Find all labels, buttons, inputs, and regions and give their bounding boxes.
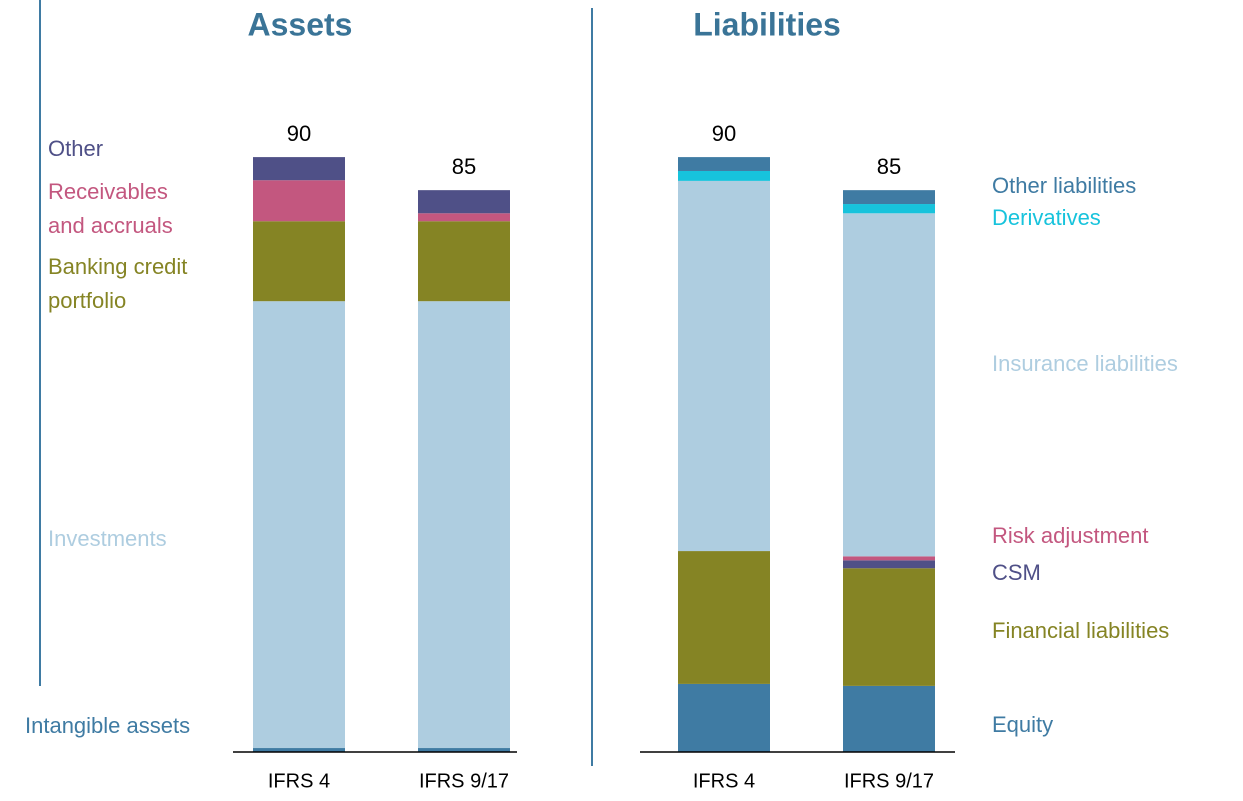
legend-label-line: and accruals bbox=[48, 213, 173, 238]
bar-segment bbox=[418, 213, 510, 222]
legend-label: Equity bbox=[992, 712, 1053, 737]
bar-segment bbox=[843, 204, 935, 214]
bar-segment bbox=[418, 301, 510, 749]
chart-title: Liabilities bbox=[693, 6, 841, 42]
bar-segment bbox=[843, 190, 935, 205]
legend-label: Investments bbox=[48, 526, 167, 551]
legend-label-line: portfolio bbox=[48, 288, 126, 313]
chart-title: Assets bbox=[248, 6, 353, 42]
x-tick-label: IFRS 4 bbox=[268, 770, 330, 792]
total-label: 85 bbox=[877, 154, 901, 179]
x-tick-label: IFRS 9/17 bbox=[844, 770, 934, 792]
bar-segment bbox=[843, 556, 935, 561]
x-tick-label: IFRS 9/17 bbox=[419, 770, 509, 792]
legend-label: Other bbox=[48, 136, 103, 161]
bar-segment bbox=[253, 301, 345, 749]
bar-segment bbox=[253, 221, 345, 302]
total-label: 90 bbox=[287, 121, 311, 146]
bar-segment bbox=[843, 685, 935, 752]
bar-segment bbox=[678, 683, 770, 752]
legend-label: CSM bbox=[992, 560, 1041, 585]
bar-segment bbox=[678, 180, 770, 552]
bar-segment bbox=[843, 213, 935, 557]
legend-label: Derivatives bbox=[992, 205, 1101, 230]
legend-label: Receivables and accruals bbox=[48, 179, 173, 238]
bar-segment bbox=[678, 157, 770, 171]
legend-label-line: Receivables bbox=[48, 179, 168, 204]
bar-segment bbox=[418, 190, 510, 214]
legend-label-line: Banking credit bbox=[48, 254, 187, 279]
bar-segment bbox=[678, 551, 770, 684]
bar-segment bbox=[253, 157, 345, 181]
x-tick-label: IFRS 4 bbox=[693, 770, 755, 792]
bar-segment bbox=[418, 748, 510, 752]
legend-label: Intangible assets bbox=[25, 713, 190, 738]
bar-segment bbox=[418, 221, 510, 302]
legend-label: Financial liabilities bbox=[992, 618, 1169, 643]
total-label: 85 bbox=[452, 154, 476, 179]
bar-segment bbox=[253, 180, 345, 222]
legend-label: Banking credit portfolio bbox=[48, 254, 187, 313]
legend-label: Risk adjustment bbox=[992, 523, 1149, 548]
bar-segment bbox=[678, 170, 770, 181]
bar-segment bbox=[843, 560, 935, 569]
total-label: 90 bbox=[712, 121, 736, 146]
bar-segment bbox=[253, 748, 345, 752]
bar-segment bbox=[843, 568, 935, 686]
legend-label: Insurance liabilities bbox=[992, 351, 1178, 376]
legend-label: Other liabilities bbox=[992, 173, 1136, 198]
